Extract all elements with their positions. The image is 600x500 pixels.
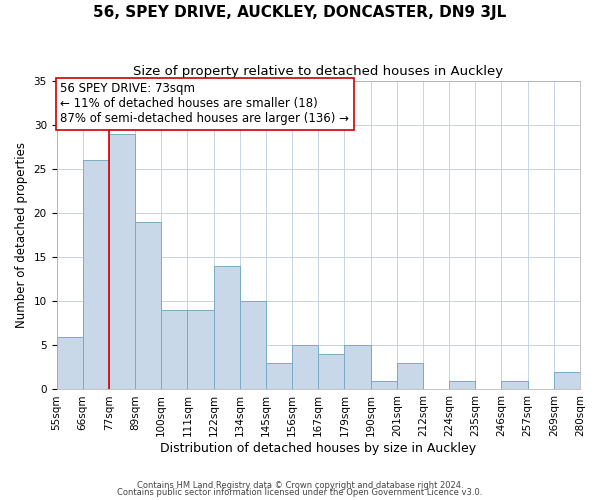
Bar xyxy=(449,380,475,390)
Bar xyxy=(83,160,109,390)
X-axis label: Distribution of detached houses by size in Auckley: Distribution of detached houses by size … xyxy=(160,442,476,455)
Title: Size of property relative to detached houses in Auckley: Size of property relative to detached ho… xyxy=(133,65,503,78)
Bar xyxy=(161,310,187,390)
Bar xyxy=(187,310,214,390)
Bar xyxy=(292,346,318,390)
Bar xyxy=(344,346,371,390)
Text: Contains HM Land Registry data © Crown copyright and database right 2024.: Contains HM Land Registry data © Crown c… xyxy=(137,480,463,490)
Bar xyxy=(554,372,580,390)
Text: 56, SPEY DRIVE, AUCKLEY, DONCASTER, DN9 3JL: 56, SPEY DRIVE, AUCKLEY, DONCASTER, DN9 … xyxy=(94,5,506,20)
Bar xyxy=(135,222,161,390)
Bar xyxy=(214,266,240,390)
Text: Contains public sector information licensed under the Open Government Licence v3: Contains public sector information licen… xyxy=(118,488,482,497)
Bar xyxy=(318,354,344,390)
Text: 56 SPEY DRIVE: 73sqm
← 11% of detached houses are smaller (18)
87% of semi-detac: 56 SPEY DRIVE: 73sqm ← 11% of detached h… xyxy=(61,82,349,126)
Bar xyxy=(109,134,135,390)
Y-axis label: Number of detached properties: Number of detached properties xyxy=(15,142,28,328)
Bar xyxy=(502,380,527,390)
Bar xyxy=(371,380,397,390)
Bar xyxy=(240,301,266,390)
Bar xyxy=(56,336,83,390)
Bar xyxy=(266,363,292,390)
Bar xyxy=(397,363,423,390)
